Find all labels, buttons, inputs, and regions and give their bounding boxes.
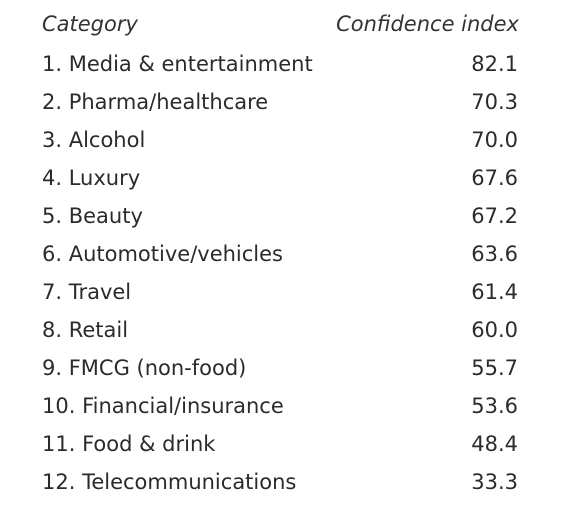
category-cell: 2. Pharma/healthcare — [42, 90, 269, 114]
table-row: 11. Food & drink 48.4 — [0, 432, 564, 470]
table-row: 10. Financial/insurance 53.6 — [0, 394, 564, 432]
table-row: 6. Automotive/vehicles 63.6 — [0, 242, 564, 280]
confidence-index-cell: 82.1 — [471, 52, 518, 76]
confidence-index-cell: 53.6 — [471, 394, 518, 418]
category-cell: 11. Food & drink — [42, 432, 216, 456]
category-cell: 4. Luxury — [42, 166, 141, 190]
confidence-index-cell: 60.0 — [471, 318, 518, 342]
table-row: 7. Travel 61.4 — [0, 280, 564, 318]
confidence-index-cell: 61.4 — [471, 280, 518, 304]
table-row: 9. FMCG (non-food) 55.7 — [0, 356, 564, 394]
table-header: Category Confidence index — [0, 12, 564, 42]
category-cell: 8. Retail — [42, 318, 129, 342]
table-row: 12. Telecommunications 33.3 — [0, 470, 564, 508]
table-row: 3. Alcohol 70.0 — [0, 128, 564, 166]
category-cell: 12. Telecommunications — [42, 470, 297, 494]
confidence-index-cell: 55.7 — [471, 356, 518, 380]
column-header-category: Category — [42, 12, 138, 36]
confidence-index-cell: 33.3 — [471, 470, 518, 494]
category-cell: 1. Media & entertainment — [42, 52, 313, 76]
category-cell: 7. Travel — [42, 280, 132, 304]
confidence-index-cell: 48.4 — [471, 432, 518, 456]
category-cell: 9. FMCG (non-food) — [42, 356, 247, 380]
confidence-index-cell: 67.6 — [471, 166, 518, 190]
category-cell: 10. Financial/insurance — [42, 394, 284, 418]
category-cell: 3. Alcohol — [42, 128, 146, 152]
confidence-index-cell: 67.2 — [471, 204, 518, 228]
table-body: 1. Media & entertainment 82.1 2. Pharma/he… — [0, 52, 564, 508]
confidence-index-cell: 63.6 — [471, 242, 518, 266]
table-row: 2. Pharma/healthcare 70.3 — [0, 90, 564, 128]
confidence-index-cell: 70.0 — [471, 128, 518, 152]
confidence-index-cell: 70.3 — [471, 90, 518, 114]
table-row: 4. Luxury 67.6 — [0, 166, 564, 204]
category-cell: 5. Beauty — [42, 204, 143, 228]
category-cell: 6. Automotive/vehicles — [42, 242, 283, 266]
table-row: 8. Retail 60.0 — [0, 318, 564, 356]
table-row: 5. Beauty 67.2 — [0, 204, 564, 242]
column-header-confidence-index: Confidence index — [336, 12, 519, 36]
table-row: 1. Media & entertainment 82.1 — [0, 52, 564, 90]
